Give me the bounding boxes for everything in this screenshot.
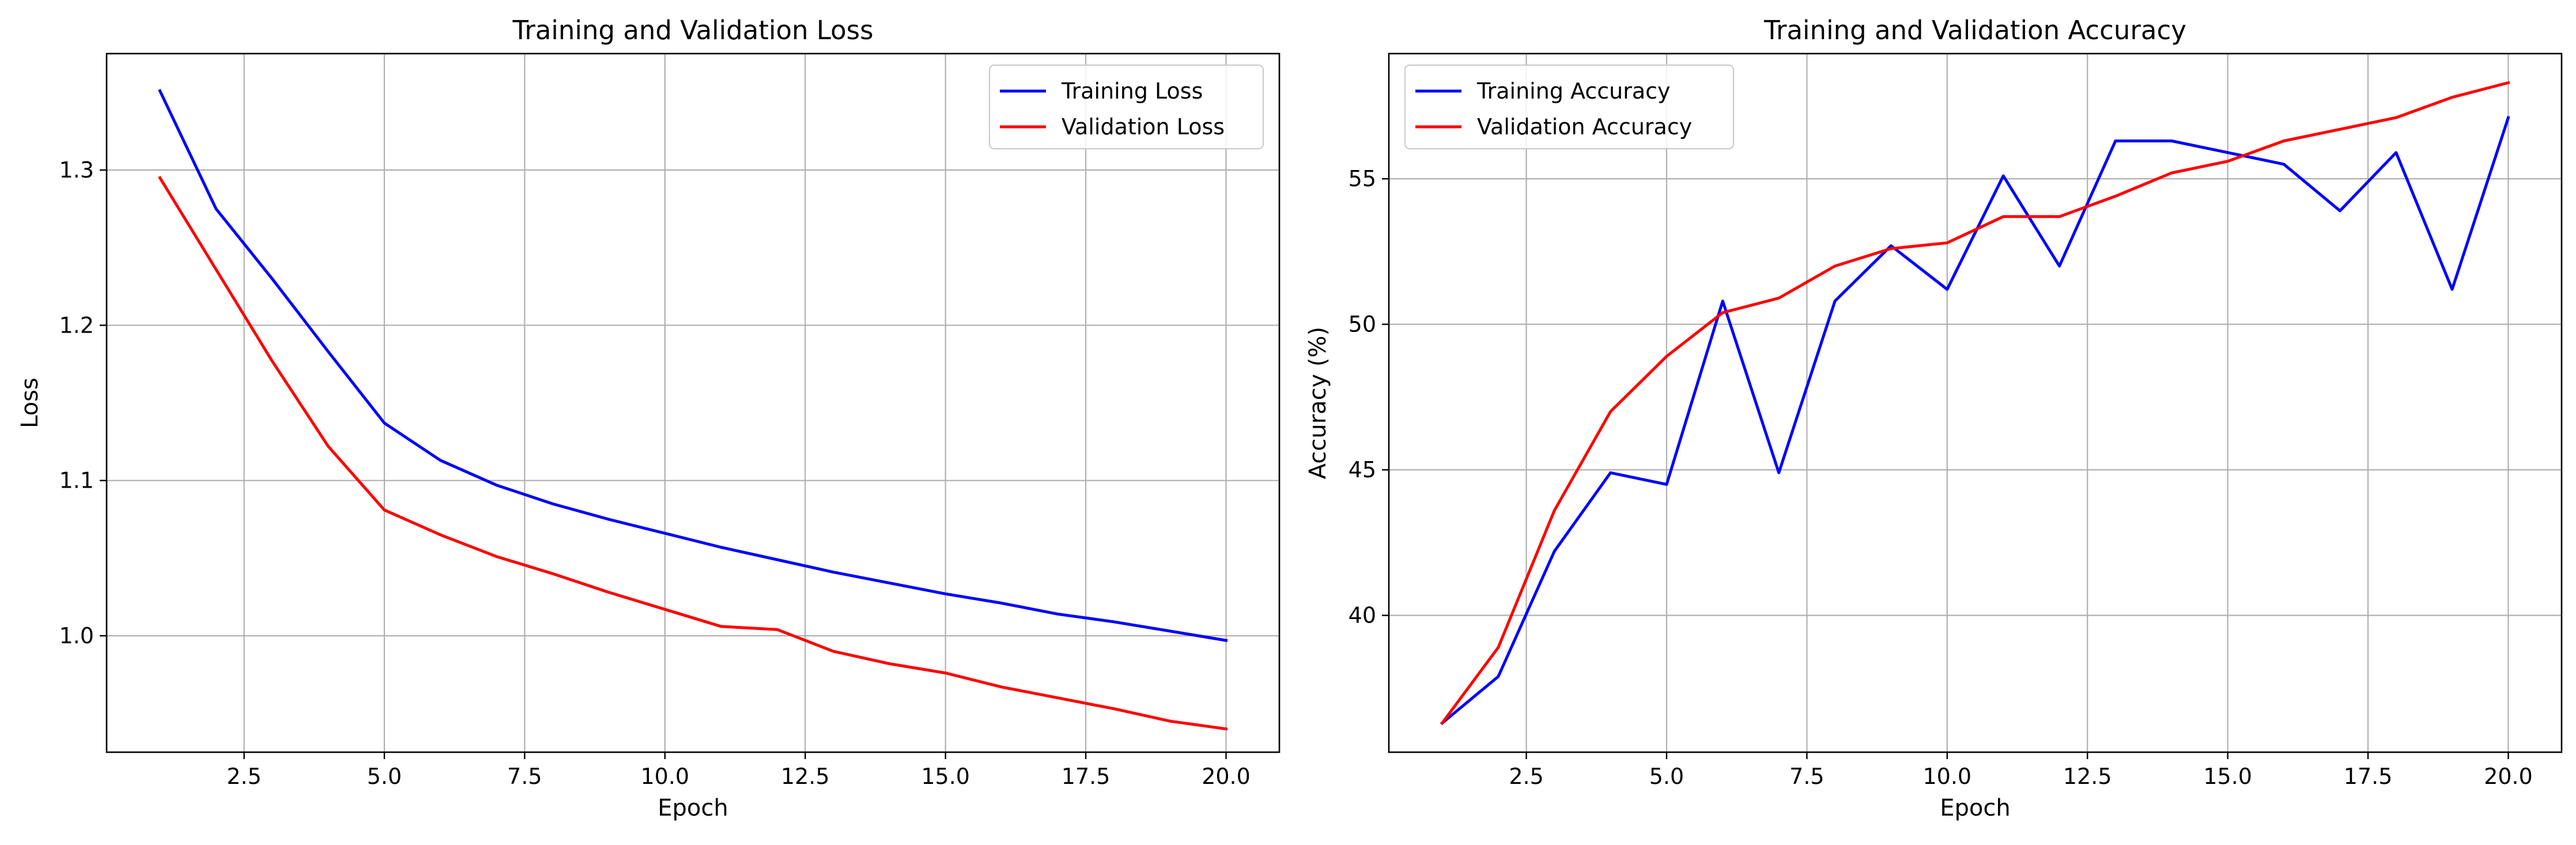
axes-frame <box>1388 52 2563 753</box>
series-line-training <box>158 89 1228 642</box>
legend: Training Loss Validation Loss <box>988 64 1264 150</box>
legend-label: Training Accuracy <box>1476 78 1671 104</box>
y-tick-label: 1.1 <box>59 468 94 493</box>
x-tick-label: 2.5 <box>226 764 261 789</box>
chart-title: Training and Validation Loss <box>512 15 873 46</box>
x-tick-label: 2.5 <box>1509 764 1543 789</box>
chart-title: Training and Validation Accuracy <box>1763 15 2186 46</box>
x-tick-label: 17.5 <box>2344 764 2393 789</box>
x-tick-label: 12.5 <box>2063 764 2112 789</box>
chart-panel-2: 2.5 5.0 7.5 10.0 12.5 15.0 17.5 20.0 40 45 50 55 Tra… <box>1305 15 2563 821</box>
x-tick-label: 20.0 <box>1202 764 1251 789</box>
x-tick-label: 10.0 <box>1923 764 1972 789</box>
x-tick-label: 7.5 <box>1789 764 1824 789</box>
series-line-validation <box>1440 81 2510 725</box>
series-line-training <box>1440 115 2510 726</box>
legend-label: Validation Accuracy <box>1477 114 1692 139</box>
legend: Training Accuracy Validation Accuracy <box>1404 64 1735 150</box>
y-tick-label: 40 <box>1349 603 1376 628</box>
x-tick-label: 7.5 <box>507 764 542 789</box>
x-tick-label: 5.0 <box>1649 764 1684 789</box>
y-tick-label: 55 <box>1349 166 1376 191</box>
x-tick-label: 20.0 <box>2484 764 2533 789</box>
x-tick-label: 10.0 <box>641 764 690 789</box>
axes-frame <box>105 52 1281 753</box>
x-tick-label: 17.5 <box>1062 764 1111 789</box>
y-tick-label: 50 <box>1349 312 1376 337</box>
y-tick-label: 1.2 <box>59 312 94 338</box>
legend-box <box>988 64 1264 150</box>
y-axis-label: Loss <box>17 378 43 428</box>
legend-label: Validation Loss <box>1062 114 1225 139</box>
x-tick-label: 5.0 <box>367 764 402 789</box>
chart-panel-1: 2.5 5.0 7.5 10.0 12.5 15.0 17.5 20.0 1.0 1.1 1.2 1.… <box>17 15 1281 821</box>
y-tick-label: 1.3 <box>59 157 94 183</box>
y-tick-label: 45 <box>1349 457 1376 482</box>
series-line-validation <box>158 176 1228 731</box>
y-axis-label: Accuracy (%) <box>1305 327 1331 480</box>
x-axis-label: Epoch <box>1940 795 2010 821</box>
x-tick-label: 12.5 <box>781 764 830 789</box>
x-tick-label: 15.0 <box>2203 764 2252 789</box>
legend-box <box>1404 64 1735 150</box>
x-tick-label: 15.0 <box>921 764 970 789</box>
legend-label: Training Loss <box>1061 78 1203 104</box>
x-axis-label: Epoch <box>658 795 728 821</box>
y-tick-label: 1.0 <box>59 623 94 648</box>
